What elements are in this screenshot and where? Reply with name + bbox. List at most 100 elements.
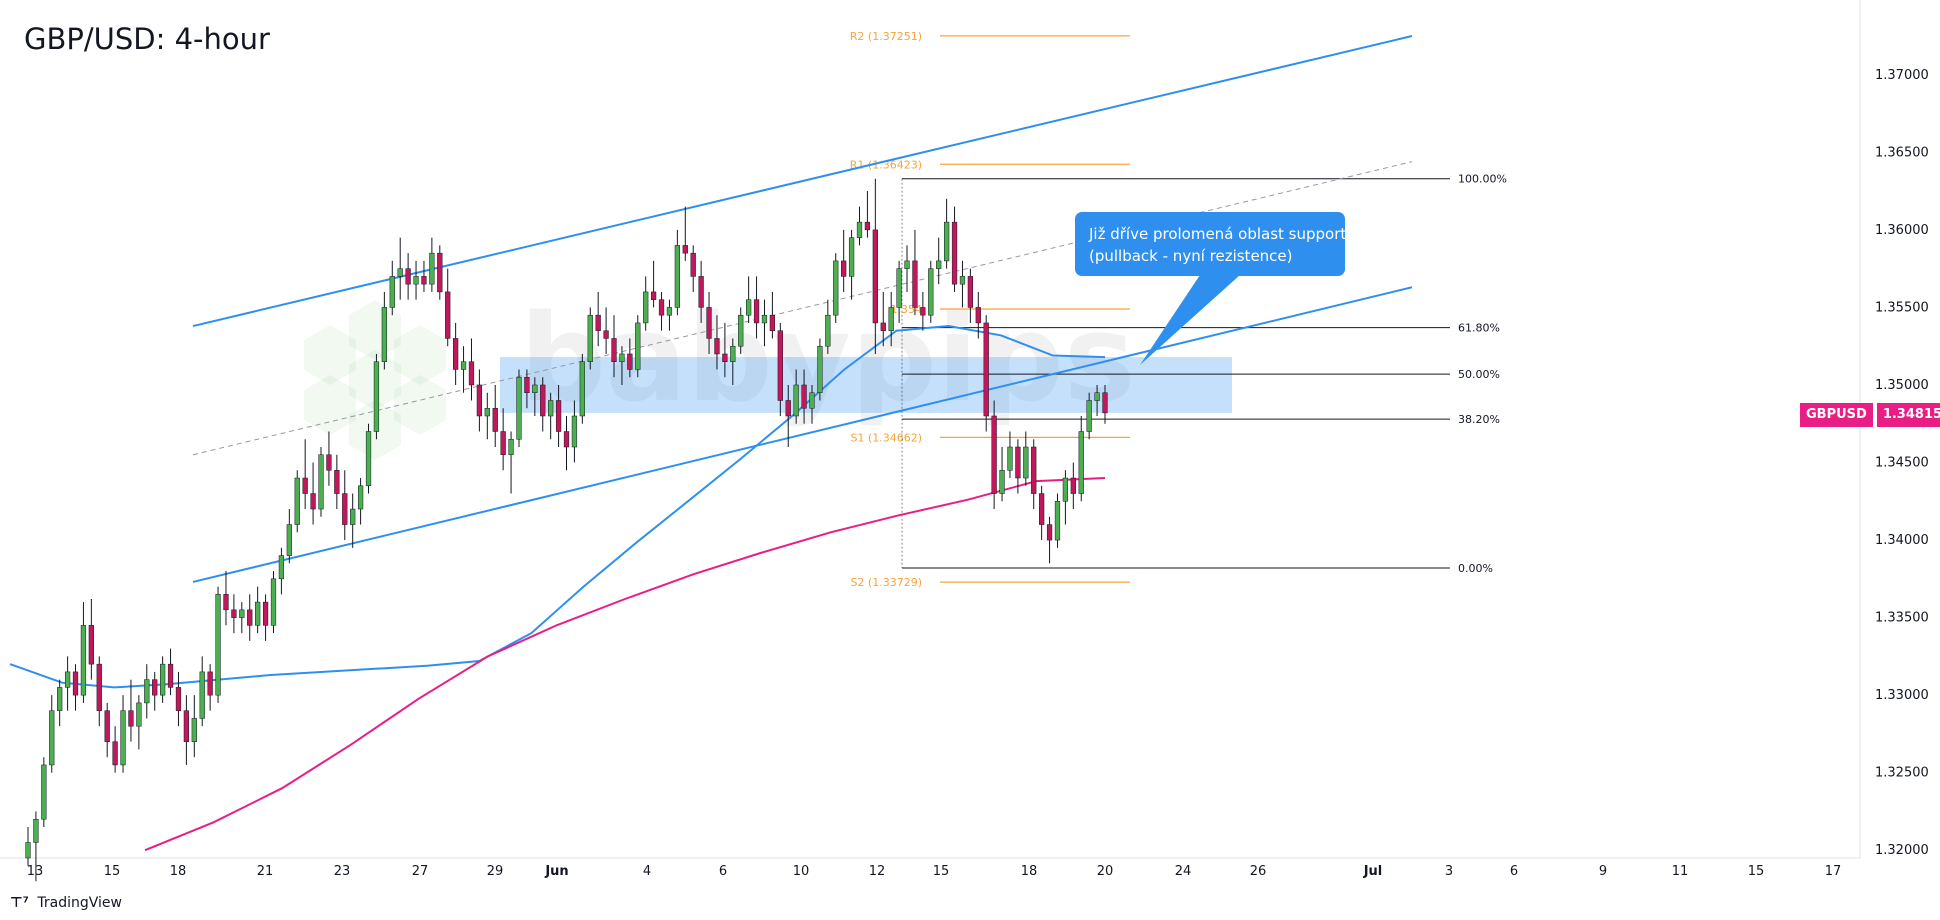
candle-body xyxy=(912,260,918,308)
y-tick-label: 1.35000 xyxy=(1875,378,1929,393)
candle-body xyxy=(270,578,277,626)
candle-body xyxy=(571,415,578,448)
candle-body xyxy=(666,307,673,316)
x-tick-label: 13 xyxy=(27,864,44,879)
footer-text: TradingView xyxy=(37,895,122,911)
candle-body xyxy=(635,322,641,370)
candle-body xyxy=(714,338,720,355)
candle-body xyxy=(357,485,364,510)
candle-body xyxy=(603,330,609,339)
candle-body xyxy=(801,384,807,409)
fib-label: 61.80% xyxy=(1458,322,1500,335)
candle-body xyxy=(951,221,958,285)
candle-body xyxy=(841,260,847,277)
candle-body xyxy=(223,594,229,611)
candle-body xyxy=(302,477,308,494)
candle-body xyxy=(310,493,316,510)
candle-body xyxy=(563,431,570,448)
candle-body xyxy=(453,338,459,370)
candle-body xyxy=(1015,446,1021,479)
candle-body xyxy=(785,400,791,417)
callout-line-2: (pullback - nyní rezistence) xyxy=(1089,247,1293,265)
candle-body xyxy=(80,625,87,696)
chart-title: GBP/USD: 4-hour xyxy=(24,22,270,56)
candle-body xyxy=(548,400,554,417)
candle-body xyxy=(484,407,490,417)
candle-body xyxy=(389,276,395,308)
candle-body xyxy=(777,330,783,401)
candle-body xyxy=(619,353,625,362)
candle-body xyxy=(120,710,126,766)
x-tick-label: 23 xyxy=(334,864,351,879)
fib-label: 50.00% xyxy=(1458,368,1500,381)
candle-body xyxy=(1070,477,1076,494)
y-tick-label: 1.32000 xyxy=(1875,843,1929,858)
candle-body xyxy=(326,454,332,471)
watermark-hex-icon xyxy=(349,300,401,360)
candle-body xyxy=(967,276,974,308)
candle-body xyxy=(183,710,190,742)
resistance-zone xyxy=(500,357,1232,413)
y-tick-label: 1.34000 xyxy=(1875,533,1929,548)
x-tick-label: Jun xyxy=(544,864,568,879)
channel-mid-line xyxy=(192,161,1413,456)
candle-body xyxy=(975,307,981,324)
candle-body xyxy=(738,314,744,347)
candle-body xyxy=(959,276,966,285)
candle-body xyxy=(397,268,403,277)
candle-body xyxy=(936,260,942,269)
pivot-label: R2 (1.37251) xyxy=(850,30,922,43)
candle-body xyxy=(191,718,197,742)
candle-body xyxy=(199,671,205,719)
candle-body xyxy=(587,314,593,362)
candle-body xyxy=(278,555,285,580)
y-tick-label: 1.35500 xyxy=(1875,300,1929,315)
candle-body xyxy=(112,741,118,766)
candle-body xyxy=(928,268,934,316)
candle-body xyxy=(532,384,538,393)
candle-body xyxy=(643,291,649,324)
candle-body xyxy=(1094,392,1100,401)
candle-body xyxy=(706,307,712,339)
candle-body xyxy=(856,221,863,238)
candle-body xyxy=(809,392,815,409)
candle-body xyxy=(445,291,451,339)
candle-body xyxy=(920,307,926,316)
candle-body xyxy=(722,353,728,362)
x-tick-label: 15 xyxy=(933,864,950,879)
candle-body xyxy=(1031,446,1037,494)
candle-body xyxy=(476,384,483,417)
candle-body xyxy=(730,345,736,362)
candle-body xyxy=(373,361,380,432)
x-tick-label: Jul xyxy=(1363,864,1383,879)
candle-body xyxy=(746,299,752,316)
price-tag-symbol: GBPUSD xyxy=(1800,403,1873,427)
candle-body xyxy=(1023,446,1029,479)
candle-body xyxy=(1046,524,1053,541)
candle-body xyxy=(159,663,166,696)
tradingview-footer[interactable]: ⊤⁷ TradingView xyxy=(10,895,122,911)
y-tick-label: 1.33500 xyxy=(1875,611,1929,626)
candle-body xyxy=(96,663,102,711)
candle-body xyxy=(207,671,213,696)
x-tick-label: 10 xyxy=(793,864,810,879)
candle-body xyxy=(540,384,546,417)
ma-200-line xyxy=(144,477,1106,852)
candle-body xyxy=(627,353,633,370)
candle-body xyxy=(167,663,174,688)
watermark-hex-icon xyxy=(304,375,356,435)
candle-body xyxy=(350,508,356,525)
candle-body xyxy=(1039,493,1045,525)
price-tag-value: 1.34815 xyxy=(1876,403,1940,427)
candle-body xyxy=(888,307,894,331)
candle-body xyxy=(231,609,237,618)
candle-body xyxy=(342,493,348,525)
candle-body xyxy=(49,710,55,766)
candle-body xyxy=(769,314,776,331)
candle-body xyxy=(334,470,340,494)
watermark-hex-icon xyxy=(394,375,446,435)
candle-body xyxy=(1062,477,1069,502)
x-tick-label: 12 xyxy=(869,864,886,879)
watermark-hex-icon xyxy=(394,325,446,385)
